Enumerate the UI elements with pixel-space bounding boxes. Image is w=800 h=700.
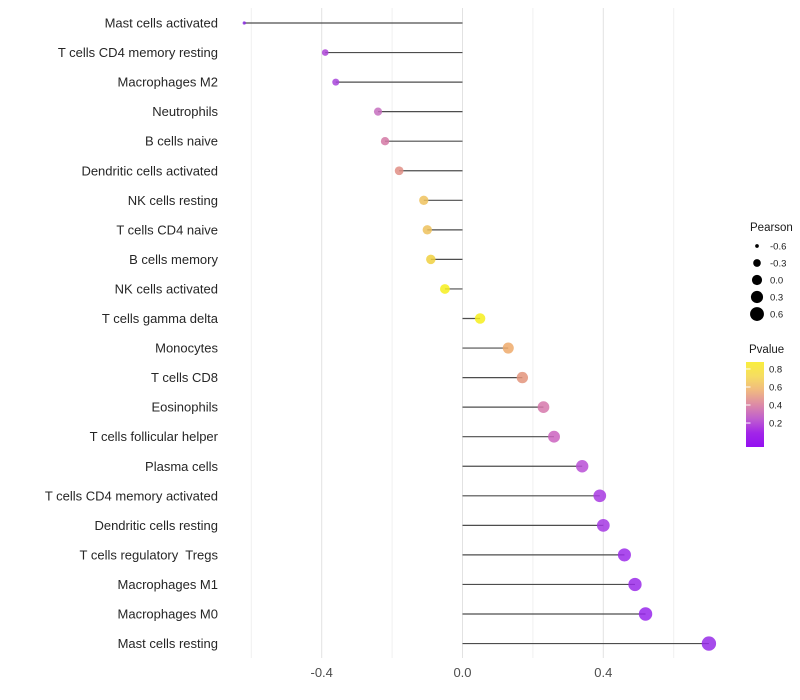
data-point bbox=[242, 21, 246, 25]
pearson-legend-label: 0.6 bbox=[770, 310, 783, 321]
data-point bbox=[373, 107, 383, 116]
x-axis-tick-label: 0.4 bbox=[594, 665, 612, 680]
data-point bbox=[419, 195, 429, 205]
data-point bbox=[426, 254, 436, 265]
data-point bbox=[638, 607, 653, 621]
pearson-legend-title: Pearson bbox=[750, 222, 793, 234]
y-axis-label: T cells CD4 naive bbox=[116, 222, 218, 237]
pearson-legend-dot bbox=[750, 307, 764, 321]
pearson-legend-label: -0.6 bbox=[770, 242, 786, 253]
data-point bbox=[596, 518, 610, 532]
y-axis-label: NK cells resting bbox=[128, 193, 218, 208]
pvalue-legend-label: 0.4 bbox=[769, 401, 782, 412]
pearson-legend-label: 0.0 bbox=[770, 276, 783, 287]
y-axis-label: Eosinophils bbox=[152, 400, 219, 415]
y-axis-label: NK cells activated bbox=[115, 281, 218, 296]
pvalue-legend-label: 0.8 bbox=[769, 364, 782, 375]
pvalue-legend-label: 0.6 bbox=[769, 382, 782, 393]
pearson-legend-label: -0.3 bbox=[770, 259, 786, 270]
data-point bbox=[380, 137, 390, 146]
x-axis-tick-label: 0.0 bbox=[453, 665, 471, 680]
data-point bbox=[537, 401, 550, 414]
y-axis-label: Dendritic cells activated bbox=[81, 163, 218, 178]
y-axis-label: T cells gamma delta bbox=[102, 311, 219, 326]
y-axis-label: T cells follicular helper bbox=[90, 429, 219, 444]
grid-layer bbox=[250, 8, 675, 658]
axis-layer: -0.4 0.0 0.4 Mast cells activated T cells CD… bbox=[45, 16, 612, 681]
y-axis-label: T cells regulatory Tregs bbox=[80, 547, 219, 562]
data-point bbox=[628, 577, 642, 592]
data-point bbox=[422, 225, 432, 235]
data-point bbox=[440, 284, 450, 294]
data-point bbox=[516, 371, 529, 384]
pvalue-legend-label: 0.2 bbox=[769, 419, 782, 430]
y-axis-label: B cells naive bbox=[145, 134, 218, 149]
y-axis-label: B cells memory bbox=[129, 252, 218, 267]
y-axis-label: Dendritic cells resting bbox=[94, 518, 218, 533]
data-point bbox=[321, 49, 329, 56]
y-axis-label: Macrophages M1 bbox=[118, 577, 218, 592]
y-axis-label: Macrophages M2 bbox=[118, 75, 218, 90]
data-point bbox=[575, 460, 589, 473]
y-axis-label: T cells CD4 memory resting bbox=[58, 45, 218, 60]
data-point bbox=[502, 342, 514, 354]
data-point bbox=[617, 548, 631, 562]
pearson-legend-dot bbox=[751, 274, 763, 286]
y-axis-label: Monocytes bbox=[155, 341, 218, 356]
y-axis-label: Macrophages M0 bbox=[118, 607, 218, 622]
y-axis-label: Mast cells resting bbox=[118, 636, 218, 651]
data-point bbox=[548, 430, 560, 443]
pvalue-colorbar bbox=[746, 362, 764, 447]
pearson-legend-dot bbox=[753, 259, 761, 267]
y-axis-label: T cells CD8 bbox=[151, 370, 218, 385]
y-axis-label: Plasma cells bbox=[145, 459, 218, 474]
pearson-legend-dot bbox=[750, 290, 764, 304]
data-point bbox=[701, 636, 717, 651]
pearson-legend-dot bbox=[755, 244, 759, 248]
y-axis-label: Neutrophils bbox=[152, 104, 218, 119]
y-axis-label: Mast cells activated bbox=[105, 16, 218, 31]
x-axis-tick-label: -0.4 bbox=[310, 665, 332, 680]
series-layer bbox=[242, 21, 717, 651]
legend-layer: Pearson Pvalue -0.6 -0.3 0.0 0.3 0.6 0.8 0.6 0.… bbox=[746, 222, 793, 447]
data-point bbox=[593, 489, 607, 503]
data-point bbox=[474, 313, 486, 324]
pearson-legend-label: 0.3 bbox=[770, 293, 783, 304]
data-point bbox=[394, 166, 404, 176]
y-axis-label: T cells CD4 memory activated bbox=[45, 488, 218, 503]
data-point bbox=[332, 78, 340, 86]
pvalue-legend-title: Pvalue bbox=[749, 344, 784, 356]
